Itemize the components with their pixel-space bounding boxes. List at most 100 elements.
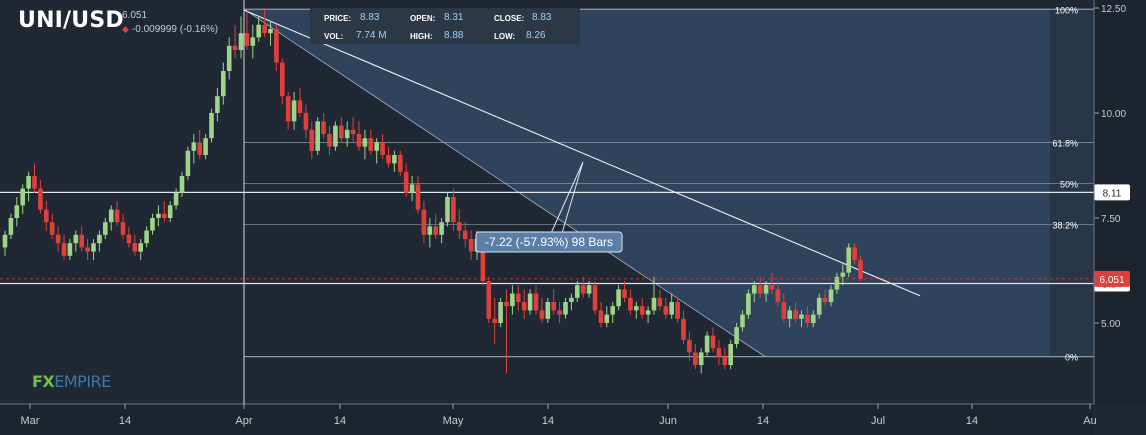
- candle-body: [26, 176, 31, 189]
- candle-body: [49, 222, 55, 235]
- candle-body: [268, 29, 273, 34]
- candle-body: [728, 344, 733, 365]
- candle-body: [315, 121, 320, 151]
- candle-body: [746, 293, 751, 315]
- x-tick-label: Jun: [659, 415, 677, 427]
- candle-body: [303, 113, 309, 130]
- candle-body: [610, 306, 615, 315]
- candle-body: [569, 297, 574, 302]
- candle-body: [55, 234, 61, 244]
- candle-body: [138, 243, 143, 252]
- level-tag: 8.11: [1094, 184, 1130, 201]
- candle-body: [339, 125, 344, 139]
- candle-body: [816, 297, 822, 315]
- candle-body: [563, 302, 568, 315]
- candle-body: [681, 318, 686, 340]
- price-key: PRICE:: [324, 14, 352, 23]
- candle-body: [439, 222, 444, 235]
- candle-body: [628, 297, 633, 311]
- candle-body: [126, 234, 132, 244]
- fib-level-label: 0%: [1065, 353, 1078, 363]
- x-axis-panel: [0, 404, 1094, 435]
- candle-body: [221, 71, 226, 97]
- candle-body: [309, 129, 315, 151]
- symbol-label: UNI/USD: [18, 8, 124, 33]
- candle-body: [368, 138, 374, 151]
- fib-level-label: 61.8%: [1052, 138, 1078, 148]
- candle-body: [344, 129, 350, 139]
- candle-body: [2, 234, 8, 248]
- candle-body: [262, 24, 267, 34]
- high-key: HIGH:: [410, 32, 433, 41]
- candle-body: [362, 138, 368, 147]
- candle-body: [73, 234, 79, 244]
- measure-label-text: -7.22 (-57.93%) 98 Bars: [485, 235, 613, 249]
- x-tick-label: May: [443, 415, 464, 427]
- close-value: 8.83: [532, 12, 552, 23]
- candle-body: [763, 285, 769, 294]
- candle-body: [85, 247, 90, 252]
- candle-body: [274, 29, 279, 63]
- x-tick-label: 14: [966, 415, 978, 427]
- y-axis-panel: [1094, 0, 1146, 404]
- candle-body: [215, 96, 220, 113]
- fxempire-logo: FXEMPIRE: [32, 372, 111, 391]
- candle-body: [533, 293, 539, 311]
- candle-body: [675, 302, 680, 319]
- candle-body: [757, 285, 763, 294]
- y-tick-label: 10.00: [1101, 109, 1126, 120]
- candle-body: [91, 243, 96, 252]
- candle-body: [114, 209, 120, 223]
- candle-body: [108, 209, 114, 223]
- close-key: CLOSE:: [494, 14, 525, 23]
- candle-body: [693, 352, 698, 365]
- trend-line: [243, 9, 921, 297]
- x-tick-label: 14: [542, 415, 554, 427]
- candle-body: [805, 314, 810, 323]
- candle-body: [516, 293, 521, 302]
- price-change: ◆ -0.009999 (-0.16%): [122, 24, 218, 35]
- candle-body: [462, 230, 468, 239]
- candle-body: [403, 171, 409, 193]
- fibonacci-zone-extension: [1050, 9, 1094, 357]
- candle-body: [244, 33, 250, 46]
- candle-body: [722, 356, 728, 365]
- candle-body: [616, 289, 621, 307]
- candle-body: [687, 339, 692, 353]
- vol-key: VOL:: [324, 32, 344, 41]
- candle-body: [840, 272, 846, 277]
- candle-body: [775, 289, 781, 302]
- candle-body: [486, 281, 492, 319]
- candle-body: [191, 142, 197, 151]
- down-arrow-icon: ◆: [122, 24, 129, 34]
- x-tick-label: Jul: [871, 415, 885, 427]
- candle-body: [527, 293, 533, 311]
- candle-body: [398, 155, 403, 172]
- candle-body: [433, 226, 438, 235]
- candle-body: [858, 260, 863, 279]
- candle-body: [580, 285, 586, 294]
- candle-body: [173, 192, 179, 206]
- x-tick-label: 14: [119, 415, 131, 427]
- fib-level-label: 100%: [1055, 5, 1078, 15]
- candle-body: [120, 222, 126, 235]
- candle-body: [793, 310, 798, 319]
- measure-pointer: [547, 161, 584, 241]
- candle-body: [846, 247, 851, 273]
- candle-body: [645, 310, 651, 315]
- measure-label-bg: [475, 231, 623, 253]
- candle-body: [421, 209, 427, 235]
- candle-body: [38, 188, 43, 210]
- candle-body: [781, 302, 787, 319]
- candle-body: [350, 129, 356, 134]
- candle-body: [740, 314, 745, 328]
- candle-body: [639, 306, 645, 315]
- candle-body: [787, 310, 792, 319]
- candle-body: [539, 310, 545, 319]
- candle-body: [238, 33, 244, 50]
- candle-body: [409, 184, 415, 193]
- candle-body: [167, 205, 173, 218]
- candle-body: [634, 306, 639, 311]
- candle-body: [291, 100, 297, 122]
